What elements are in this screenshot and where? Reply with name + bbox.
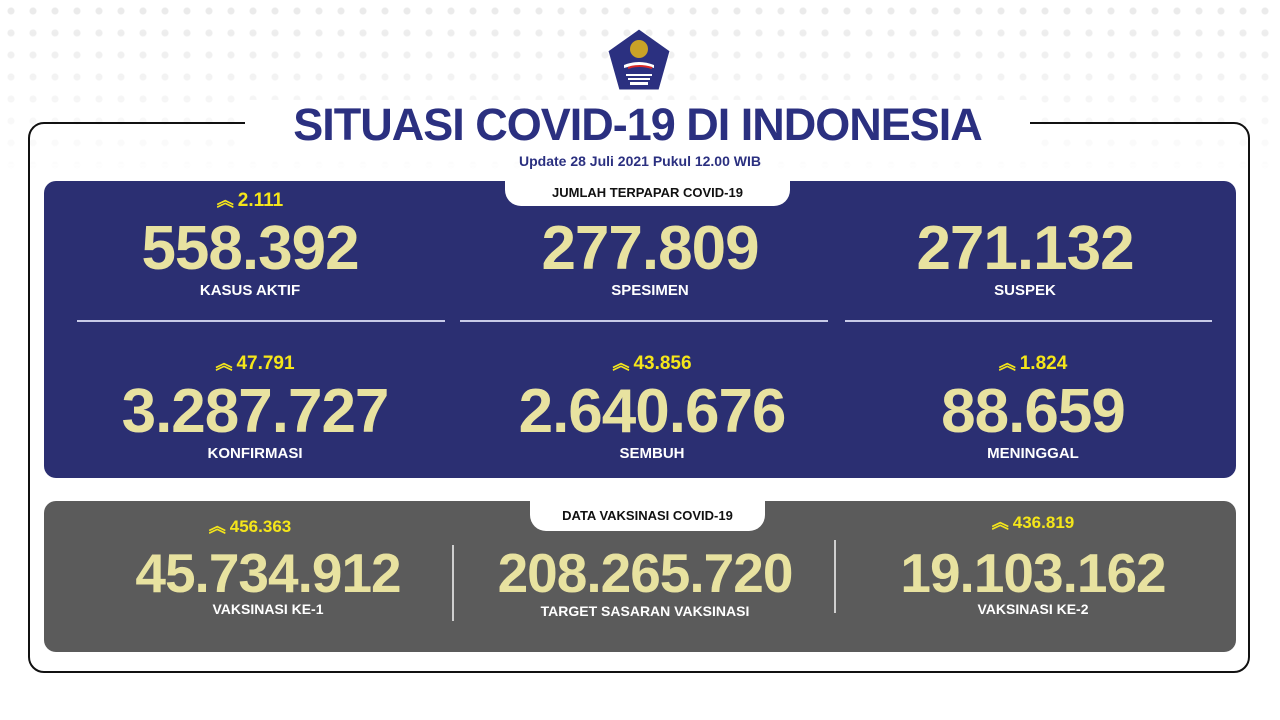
stat-label: KONFIRMASI	[207, 445, 303, 462]
stat-value: 208.265.720	[497, 542, 794, 604]
divider	[834, 540, 836, 613]
double-chevron-up-icon: ︽	[998, 354, 1016, 373]
change-indicator: ︽ 43.856	[612, 353, 692, 374]
double-chevron-up-icon: ︽	[215, 354, 233, 373]
vaccination-tab: DATA VAKSINASI COVID-19	[530, 501, 765, 531]
stat-label: SPESIMEN	[611, 282, 689, 299]
change-indicator: ︽ 47.791	[215, 353, 295, 374]
stat-label: TARGET SASARAN VAKSINASI	[540, 603, 750, 619]
change-indicator: ︽ 436.819	[991, 513, 1075, 532]
title-container: SITUASI COVID-19 DI INDONESIA	[245, 100, 1030, 150]
change-indicator: ︽ 456.363	[208, 517, 292, 536]
double-chevron-up-icon: ︽	[612, 354, 630, 373]
stat-label: VAKSINASI KE-2	[977, 601, 1089, 617]
divider	[845, 320, 1212, 322]
divider	[77, 320, 445, 322]
double-chevron-up-icon: ︽	[216, 191, 234, 210]
exposure-tab: JUMLAH TERPAPAR COVID-19	[505, 181, 790, 206]
stat-label: KASUS AKTIF	[199, 282, 301, 299]
exposure-panel	[44, 181, 1236, 478]
double-chevron-up-icon: ︽	[208, 517, 226, 536]
stat-label: VAKSINASI KE-1	[212, 601, 324, 617]
change-indicator: ︽ 2.111	[216, 190, 284, 211]
divider	[460, 320, 828, 322]
stat-value: 558.392	[141, 214, 359, 283]
stat-value: 2.640.676	[518, 377, 787, 446]
update-timestamp: Update 28 Juli 2021 Pukul 12.00 WIB	[519, 153, 761, 169]
stat-value: 3.287.727	[121, 377, 390, 446]
stat-label: SUSPEK	[994, 282, 1056, 299]
divider	[452, 545, 454, 621]
stat-label: MENINGGAL	[987, 445, 1079, 462]
stat-value: 271.132	[916, 214, 1134, 283]
double-chevron-up-icon: ︽	[991, 513, 1009, 532]
change-indicator: ︽ 1.824	[998, 353, 1068, 374]
stat-value: 19.103.162	[900, 542, 1166, 604]
satgas-covid19-logo	[607, 28, 671, 91]
stat-value: 88.659	[941, 377, 1126, 446]
stat-value: 45.734.912	[135, 542, 401, 604]
stat-label: SEMBUH	[619, 445, 685, 462]
page-title: SITUASI COVID-19 DI INDONESIA	[293, 99, 983, 150]
stat-value: 277.809	[541, 214, 759, 283]
